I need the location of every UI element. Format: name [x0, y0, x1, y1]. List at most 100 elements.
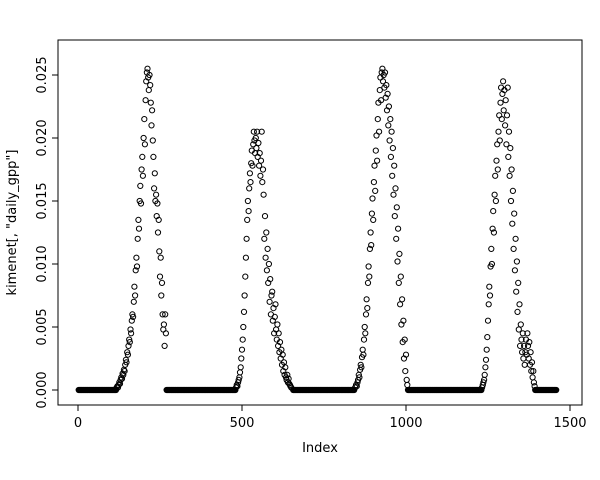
data-point [253, 145, 260, 152]
data-point [495, 128, 502, 135]
data-point [147, 82, 154, 89]
data-point [500, 78, 507, 85]
data-point [385, 122, 392, 129]
data-point [393, 235, 400, 242]
data-point [491, 191, 498, 198]
data-point [121, 368, 128, 375]
data-point [268, 292, 275, 299]
data-point [505, 128, 513, 135]
data-point [128, 317, 135, 324]
data-point [246, 185, 253, 192]
data-point [494, 166, 501, 173]
data-point [267, 276, 274, 283]
data-point [266, 298, 273, 305]
data-point [127, 326, 134, 333]
data-point [493, 157, 500, 164]
data-point [507, 145, 514, 152]
data-point [249, 162, 256, 169]
data-point [395, 225, 402, 232]
data-point [161, 342, 168, 349]
data-point [238, 355, 245, 362]
data-point [159, 311, 166, 318]
data-point [384, 90, 391, 98]
data-point [509, 220, 516, 227]
data-point [126, 339, 133, 346]
data-point [381, 69, 389, 76]
data-point [518, 336, 525, 343]
data-point [254, 128, 261, 135]
data-point [400, 317, 407, 324]
data-point [156, 248, 163, 255]
data-point [241, 292, 248, 299]
data-point [162, 311, 169, 318]
data-point [366, 245, 373, 252]
data-point [357, 361, 364, 368]
data-point [482, 356, 490, 363]
data-point [358, 364, 365, 371]
data-point [389, 172, 396, 179]
data-point [376, 87, 383, 94]
data-point [133, 263, 141, 270]
data-point [239, 336, 246, 343]
data-point [240, 308, 248, 315]
data-point [403, 376, 410, 383]
data-point [157, 254, 164, 261]
data-point [389, 145, 396, 152]
data-point [364, 305, 371, 312]
data-point [488, 260, 495, 268]
data-point [528, 368, 535, 375]
data-point [512, 235, 519, 242]
data-point [505, 153, 512, 160]
data-point [149, 137, 156, 144]
data-point [497, 99, 504, 106]
data-point [271, 313, 278, 320]
data-point [274, 321, 281, 328]
data-point [369, 195, 376, 202]
data-point [242, 254, 249, 261]
data-point [490, 229, 497, 236]
data-point [513, 258, 521, 265]
data-point [488, 245, 495, 252]
data-point [123, 359, 130, 366]
data-point [138, 166, 145, 173]
data-point [530, 379, 538, 386]
data-point [530, 368, 537, 375]
x-axis-tick-label: 1000 [389, 416, 422, 431]
data-point [257, 157, 265, 164]
data-point [370, 179, 377, 186]
data-point [252, 134, 259, 142]
data-point [395, 279, 402, 286]
data-point [492, 197, 499, 205]
data-point [367, 229, 374, 236]
y-axis-title: kimenet[, "daily_gpp"] [5, 150, 20, 296]
data-point [502, 97, 509, 104]
data-point [262, 254, 269, 261]
data-point [133, 254, 140, 261]
data-point [500, 107, 507, 114]
data-point [265, 260, 272, 268]
data-point [507, 197, 515, 205]
data-point [376, 128, 383, 135]
data-point [256, 150, 263, 157]
data-point [521, 361, 528, 368]
data-point [483, 346, 490, 353]
data-point [356, 374, 363, 381]
data-point [502, 122, 509, 129]
data-point [246, 170, 253, 177]
data-point [269, 288, 276, 295]
x-axis-tick-label: 500 [230, 416, 255, 431]
data-point [401, 336, 408, 343]
data-point [485, 301, 492, 308]
data-point [139, 172, 146, 179]
data-point [379, 78, 387, 85]
data-point [126, 336, 133, 343]
data-point [402, 368, 409, 375]
data-point [391, 162, 398, 169]
data-point [516, 301, 523, 308]
y-axis-tick-label: 0.025 [35, 56, 50, 93]
data-point [365, 263, 372, 270]
data-point [515, 279, 522, 286]
data-point [527, 349, 534, 356]
data-point [243, 235, 250, 242]
